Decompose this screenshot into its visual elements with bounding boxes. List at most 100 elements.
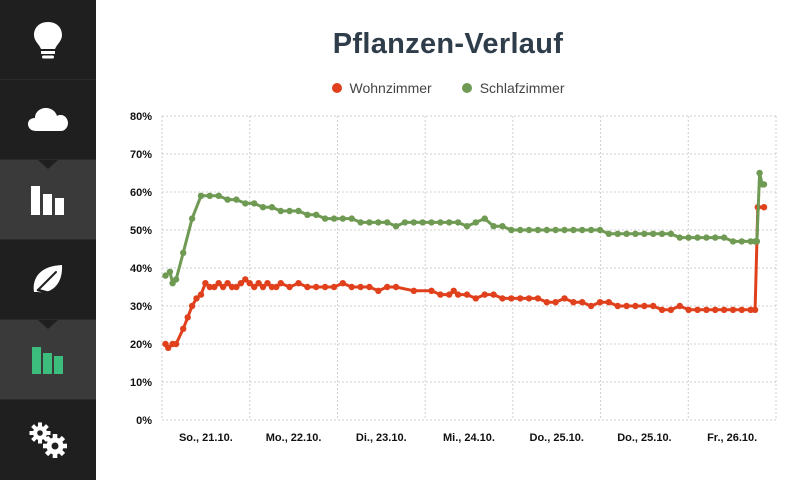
data-point [219, 283, 227, 291]
nav-item-lightbulb[interactable] [0, 0, 96, 80]
data-point [499, 295, 506, 302]
data-point [623, 302, 630, 310]
data-point [321, 215, 329, 222]
data-point [242, 200, 249, 207]
data-point [237, 280, 245, 287]
data-point [277, 207, 284, 215]
x-tick-label: Do., 25.10. [530, 432, 584, 444]
bar-chart-green-icon [32, 346, 63, 374]
data-point [650, 302, 657, 310]
data-point [570, 299, 577, 306]
legend-label-schlafzimmer: Schlafzimmer [479, 80, 565, 96]
data-point [490, 223, 497, 230]
data-point [543, 299, 550, 306]
data-point [756, 169, 763, 177]
nav-item-cloud[interactable] [0, 80, 96, 160]
data-point [215, 192, 222, 199]
nav-item-bar-chart[interactable] [0, 160, 96, 240]
x-tick-label: Do., 25.10. [617, 432, 671, 444]
series-wohnzimmer [162, 204, 768, 351]
data-point [525, 226, 533, 234]
data-point [534, 226, 542, 234]
data-point [384, 219, 391, 226]
series-schlafzimmer [162, 169, 768, 287]
data-point [348, 283, 355, 291]
data-point [753, 238, 761, 245]
data-point [428, 219, 435, 226]
sidebar [0, 0, 96, 480]
data-point [450, 287, 457, 294]
y-tick-label: 50% [130, 225, 152, 237]
data-point [172, 276, 180, 283]
data-point [632, 230, 639, 237]
legend-label-wohnzimmer: Wohnzimmer [349, 80, 432, 96]
data-point [517, 226, 524, 234]
chart-plot: 0% 10% 20% 30% 40% 50% 60% 70% 80% So., 21.10. Mo… [130, 111, 777, 444]
data-point [410, 219, 417, 226]
data-point [357, 283, 364, 291]
data-point [472, 219, 479, 226]
data-point [188, 302, 196, 310]
data-point [401, 219, 409, 226]
data-point [277, 280, 284, 287]
data-point [375, 219, 382, 226]
y-tick-label: 70% [130, 149, 152, 161]
data-point [246, 280, 253, 287]
data-point [366, 219, 373, 226]
data-point [172, 340, 180, 348]
data-point [738, 306, 745, 313]
data-point [251, 283, 258, 291]
y-tick-label: 80% [130, 111, 152, 123]
data-point [694, 306, 701, 313]
data-point [650, 230, 657, 237]
data-point [215, 280, 222, 287]
data-point [446, 219, 453, 226]
data-point [490, 291, 497, 298]
data-point [552, 299, 559, 306]
data-point [268, 283, 276, 291]
data-point [623, 230, 630, 237]
data-point [295, 207, 302, 215]
data-point [481, 291, 488, 298]
data-point [339, 215, 346, 222]
y-axis-labels: 0% 10% 20% 30% 40% 50% 60% 70% 80% [130, 111, 152, 427]
data-point [446, 291, 453, 298]
data-point [197, 192, 205, 199]
data-point [614, 230, 621, 237]
y-tick-label: 40% [130, 263, 152, 275]
chart-legend: Wohnzimmer Schlafzimmer [96, 80, 800, 96]
data-point [410, 287, 417, 294]
data-point [224, 196, 231, 203]
data-point [579, 299, 586, 306]
data-point [313, 211, 320, 218]
data-point [747, 306, 754, 313]
y-tick-label: 0% [136, 415, 152, 427]
data-point [729, 238, 737, 245]
y-tick-label: 20% [130, 339, 152, 351]
data-point [481, 215, 488, 222]
data-point [202, 280, 209, 287]
legend-entry-wohnzimmer[interactable]: Wohnzimmer [331, 80, 432, 96]
nav-item-bar-chart-green[interactable] [0, 320, 96, 400]
data-point [596, 299, 604, 306]
data-point [428, 287, 435, 294]
nav-item-settings[interactable] [0, 400, 96, 480]
data-point [166, 268, 174, 275]
data-point [286, 283, 293, 291]
lightbulb-icon [34, 21, 62, 58]
data-point [760, 204, 768, 211]
data-point [228, 283, 236, 291]
nav-item-leaf[interactable] [0, 240, 96, 320]
data-point [561, 226, 568, 234]
data-point [632, 302, 639, 310]
data-point [259, 283, 267, 291]
legend-entry-schlafzimmer[interactable]: Schlafzimmer [461, 80, 565, 96]
data-point [712, 234, 719, 241]
data-point [508, 295, 515, 302]
data-point [454, 219, 462, 226]
data-point [224, 280, 231, 287]
data-point [605, 230, 612, 237]
data-point [508, 226, 515, 234]
x-tick-label: Di., 23.10. [356, 432, 407, 444]
data-point [211, 283, 218, 291]
